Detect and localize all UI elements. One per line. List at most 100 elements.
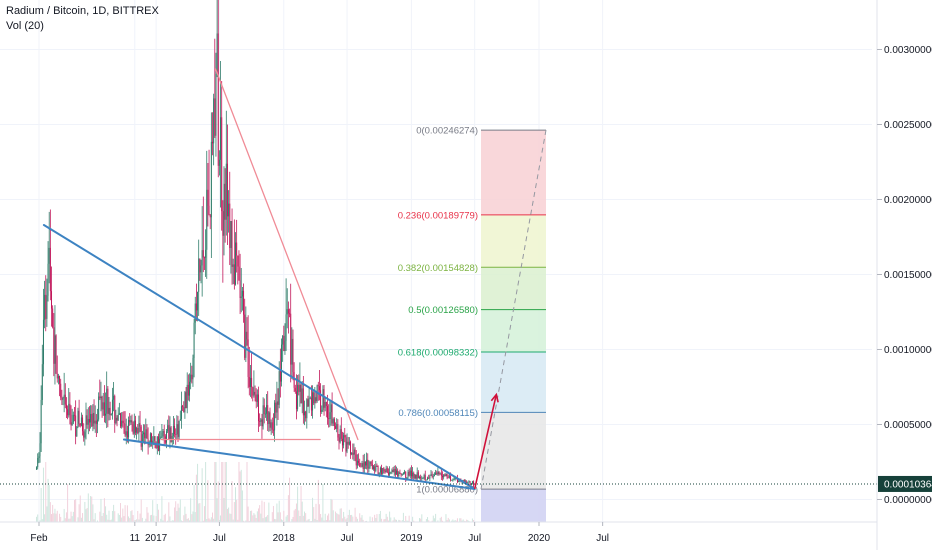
- volume-bar: [379, 510, 381, 522]
- candle-body: [435, 472, 437, 475]
- candle-body: [230, 221, 232, 248]
- volume-bar: [435, 513, 437, 522]
- price-axis[interactable]: 0.00300000 0.00250000 0.00200000 0.00150000…: [876, 0, 932, 550]
- candle-body: [78, 410, 80, 424]
- volume-bar: [259, 505, 261, 522]
- volume-bar: [186, 518, 188, 522]
- time-axis[interactable]: Feb 11 2017 Jul 2018 Jul 2019 Jul 2020 Jul: [0, 521, 877, 544]
- candle-body: [278, 371, 280, 405]
- candle-body: [291, 338, 293, 365]
- candle-body: [363, 461, 365, 470]
- volume-bar: [100, 498, 102, 522]
- wedge-lower-line[interactable]: [122, 438, 476, 490]
- candle-body: [105, 413, 107, 416]
- candle-body: [40, 400, 42, 444]
- candle-body: [189, 381, 191, 396]
- volume-bar: [462, 519, 464, 522]
- fib-level-label: 0.5(0.00126580): [408, 305, 478, 316]
- candle-body: [458, 481, 460, 483]
- volume-bar: [287, 495, 289, 522]
- volume-bar: [251, 510, 253, 522]
- candle-body: [405, 471, 407, 479]
- candle-body: [149, 433, 151, 445]
- candle-body: [292, 338, 294, 373]
- candle-body: [305, 411, 307, 419]
- candle-body: [45, 294, 47, 319]
- candle-body: [407, 471, 409, 478]
- volume-bar: [300, 486, 302, 522]
- volume-bar: [62, 520, 64, 522]
- candle-body: [324, 401, 326, 408]
- volume-bar: [238, 462, 240, 522]
- volume-bar: [195, 474, 197, 522]
- resistance-trendline[interactable]: [214, 68, 359, 441]
- volume-bar: [374, 514, 376, 522]
- candle-body: [237, 255, 239, 267]
- volume-bar: [338, 514, 340, 522]
- volume-bar: [294, 508, 296, 522]
- volume-bar: [40, 488, 42, 522]
- candle-body: [37, 457, 39, 468]
- volume-bar: [405, 515, 407, 522]
- candle-body: [247, 339, 249, 378]
- volume-bar: [226, 508, 228, 522]
- candle-body: [124, 423, 126, 436]
- candle-body: [260, 419, 262, 422]
- volume-bar: [341, 518, 343, 522]
- volume-bar: [420, 518, 422, 522]
- candle-body: [103, 402, 105, 416]
- candle-body: [221, 117, 223, 212]
- candle-body: [206, 189, 208, 250]
- candle-body: [108, 407, 110, 414]
- wedge-upper-line[interactable]: [42, 224, 476, 490]
- volume-bar: [331, 499, 333, 522]
- candle-body: [356, 460, 358, 466]
- volume-bar: [322, 484, 324, 522]
- volume-bar: [132, 515, 134, 522]
- candle-body: [271, 422, 273, 430]
- volume-bar: [340, 508, 342, 522]
- candle-body: [163, 431, 165, 437]
- candle-body: [122, 420, 124, 424]
- candle-body: [141, 434, 143, 447]
- candle-body: [327, 406, 329, 419]
- candle-body: [192, 358, 194, 380]
- volume-bar: [121, 517, 123, 522]
- target-arrow[interactable]: [473, 394, 498, 490]
- candle-body: [190, 374, 192, 382]
- candle-body: [413, 472, 415, 479]
- volume-bar: [315, 503, 317, 522]
- fibonacci-retracement[interactable]: 0(0.00246274) 0.236(0.00189779) 0.382(0.00…: [398, 126, 547, 522]
- volume-bar: [55, 513, 57, 522]
- volume-bar: [256, 511, 258, 522]
- volume-bar: [78, 504, 80, 522]
- candle-body: [355, 454, 357, 466]
- candle-body: [446, 473, 448, 478]
- candle-body: [308, 398, 310, 407]
- candle-body: [179, 418, 181, 421]
- volume-bar: [345, 519, 347, 522]
- candle-body: [115, 417, 117, 424]
- volume-bar: [223, 497, 225, 522]
- volume-bar: [49, 502, 51, 522]
- volume-bar: [118, 514, 120, 522]
- candle-body: [293, 372, 295, 388]
- candle-body: [162, 431, 164, 433]
- volume-bar: [207, 480, 209, 522]
- candle-body: [421, 478, 423, 480]
- candle-body: [436, 472, 438, 475]
- volume-bar: [451, 520, 453, 522]
- volume-bar: [282, 520, 284, 522]
- candle-body: [425, 479, 427, 481]
- volume-bar: [228, 507, 230, 522]
- volume-bar: [175, 501, 177, 522]
- candle-body: [67, 409, 69, 416]
- volume-bar: [329, 520, 331, 522]
- volume-bar: [297, 486, 299, 522]
- trend-drawings[interactable]: [0, 68, 877, 490]
- candle-body: [72, 414, 74, 423]
- volume-bar: [63, 508, 65, 522]
- candle-body: [313, 392, 315, 404]
- volume-bar: [84, 501, 86, 522]
